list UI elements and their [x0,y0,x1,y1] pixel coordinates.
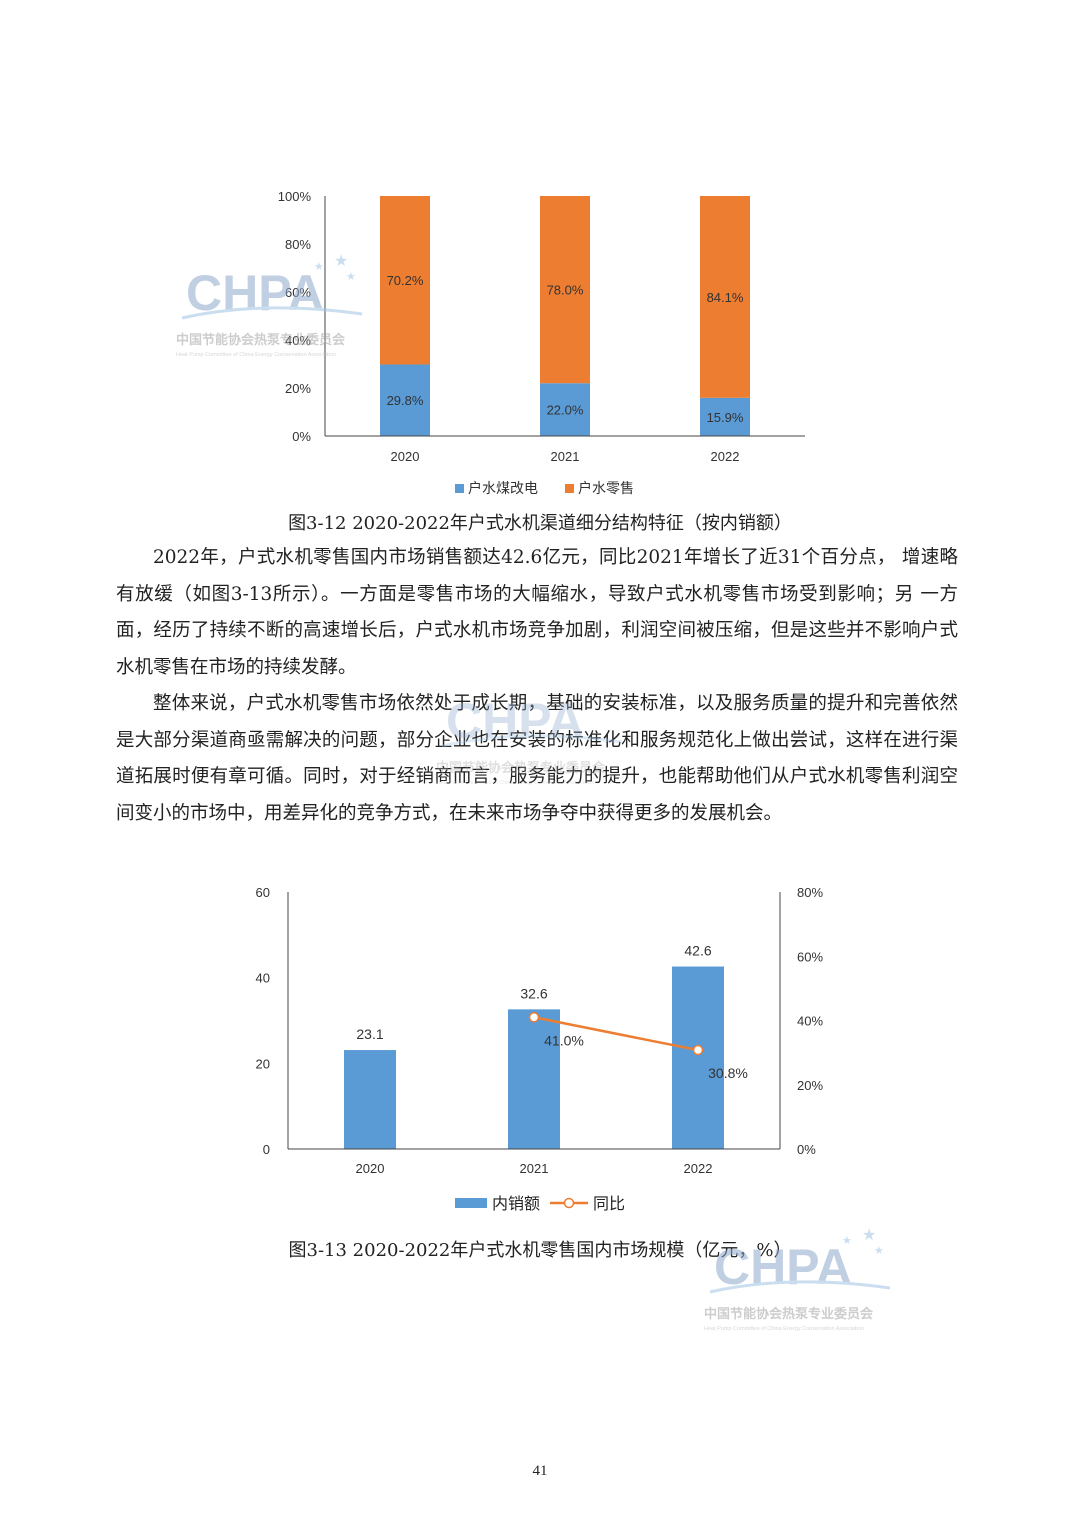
y-tick-label: 20% [285,381,311,396]
y-tick-label: 60% [285,285,311,300]
watermark-cn: 中国节能协会热泵专业委员会 [436,760,606,775]
y-left-tick-label: 60 [256,885,270,900]
legend-swatch [455,484,464,493]
legend-label: 同比 [593,1195,625,1213]
data-label: 84.1% [707,290,744,305]
y-left-tick-label: 20 [256,1056,270,1071]
star-icon: ★ [334,253,348,270]
bar-line-chart: 23.1 32.6 42.6 41.0% 30.8% 0 20 40 60 0% 20% 40% 60… [256,885,824,1213]
star-icon: ★ [862,1227,876,1244]
paragraph-2: 整体来说，户式水机零售市场依然处于成长期，基础的安装标准，以及服务质量的提升和完… [116,693,958,824]
chpa-watermark-logo: CHPA 中国节能协会热泵专业委员会 Heat Pump Committee o… [436,693,623,786]
star-icon: ★ [346,271,356,283]
bar-segment [700,196,750,398]
legend-label: 户水煤改电 [468,480,538,496]
line-data-label: 30.8% [708,1065,748,1081]
legend-label: 内销额 [492,1195,540,1213]
bar [672,966,724,1149]
watermark-cn: 中国节能协会热泵专业委员会 [176,332,346,347]
star-icon: ★ [842,1235,852,1247]
bar-data-label: 23.1 [356,1026,383,1042]
y-right-tick-label: 0% [797,1142,816,1157]
y-left-tick-label: 40 [256,971,270,986]
legend-marker [563,1197,575,1209]
watermark-cn: 中国节能协会热泵专业委员会 [704,1306,874,1321]
paragraph-1: 2022年，户式水机零售国内市场销售额达42.6亿元，同比2021年增长了近31… [116,547,958,678]
data-label: 70.2% [387,273,424,288]
x-tick-label: 2021 [551,449,580,464]
y-right-tick-label: 40% [797,1014,823,1029]
data-label: 78.0% [547,283,584,298]
data-label: 22.0% [547,403,584,418]
x-tick-label: 2022 [711,449,740,464]
chpa-watermark-logo: ★ ★ ★ CHPA 中国节能协会热泵专业委员会 Heat Pump Commi… [704,1227,891,1332]
x-tick-label: 2021 [520,1161,549,1176]
data-label: 15.9% [707,410,744,425]
star-icon: ★ [874,1245,884,1257]
y-tick-label: 100% [278,189,312,204]
line-point [528,1012,540,1023]
y-right-tick-label: 20% [797,1078,823,1093]
body-text: 2022年，户式水机零售国内市场销售额达42.6亿元，同比2021年增长了近31… [116,540,958,832]
bar-segment [700,397,750,436]
line-series [533,1016,699,1052]
chpa-watermark-logo: ★ ★ ★ CHPA 中国节能协会热泵专业委员会 Heat Pump Commi… [176,253,363,358]
bar-segment [540,383,590,436]
y-tick-label: 80% [285,237,311,252]
star-icon: ★ [314,261,324,273]
watermark-en: Heat Pump Committee of China Energy Cons… [176,352,336,358]
line-point [692,1044,704,1056]
bar-data-label: 32.6 [520,985,547,1001]
y-right-tick-label: 80% [797,885,823,900]
figure-caption-3-13: 图3-13 2020-2022年户式水机零售国内市场规模（亿元，%） [288,1240,792,1261]
bar-data-label: 42.6 [684,943,711,959]
y-tick-label: 0% [292,429,311,444]
bar [508,1009,560,1149]
bar-segment [380,196,430,365]
x-tick-label: 2022 [684,1161,713,1176]
page-number: 41 [532,1463,548,1479]
watermark-en: Heat Pump Committee of China Energy Cons… [436,780,596,786]
watermark-en: Heat Pump Committee of China Energy Cons… [704,1326,864,1332]
x-tick-label: 2020 [391,449,420,464]
legend-label: 户水零售 [578,480,634,496]
y-left-tick-label: 0 [263,1142,270,1157]
x-tick-label: 2020 [356,1161,385,1176]
stacked-bar-chart: 29.8% 70.2% 22.0% 78.0% 15.9% 84.1% 0% 20% 40% 6… [278,189,805,496]
bar [344,1050,396,1149]
y-tick-label: 40% [285,333,311,348]
chpa-logo-text: CHPA [446,693,584,749]
bar-segment [380,364,430,436]
y-right-tick-label: 60% [797,949,823,964]
line-data-label: 41.0% [544,1032,584,1048]
legend-swatch [455,1198,487,1208]
figure-caption-3-12: 图3-12 2020-2022年户式水机渠道细分结构特征（按内销额） [288,513,792,534]
data-label: 29.8% [387,393,424,408]
bar-segment [540,196,590,384]
legend-swatch [565,484,574,493]
